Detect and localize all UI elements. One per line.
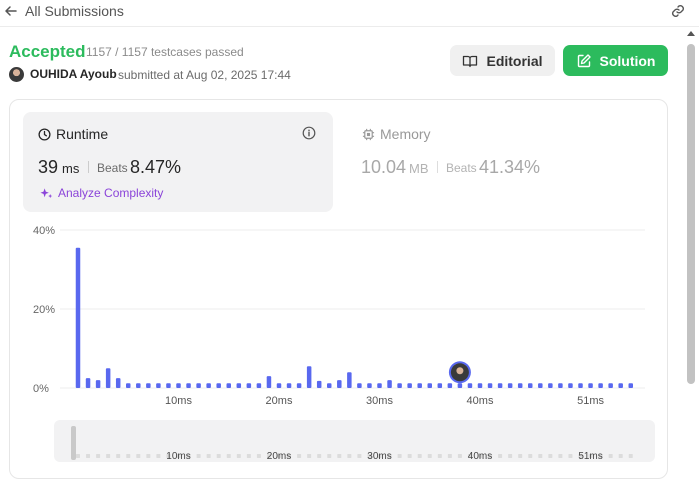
memory-value: 10.04 bbox=[361, 157, 407, 177]
memory-label-text: Memory bbox=[380, 126, 431, 142]
range-handle[interactable] bbox=[71, 426, 76, 460]
analyze-complexity-label: Analyze Complexity bbox=[58, 186, 164, 200]
runtime-panel[interactable] bbox=[23, 112, 333, 212]
clock-icon bbox=[38, 127, 51, 141]
submission-status: Accepted bbox=[9, 42, 86, 61]
memory-unit: MB bbox=[409, 161, 429, 176]
top-bar: All Submissions bbox=[0, 0, 699, 27]
divider bbox=[437, 161, 438, 173]
memory-beats-label: Beats bbox=[446, 161, 477, 175]
arrow-left-icon[interactable] bbox=[4, 4, 18, 18]
runtime-value: 39 bbox=[38, 157, 59, 177]
link-icon[interactable] bbox=[670, 3, 686, 19]
memory-label[interactable]: Memory bbox=[362, 126, 431, 142]
avatar bbox=[9, 67, 24, 82]
solution-label: Solution bbox=[599, 52, 656, 69]
chart-range-minimap[interactable] bbox=[54, 420, 655, 462]
solution-button[interactable]: Solution bbox=[563, 45, 668, 76]
editorial-label: Editorial bbox=[486, 52, 543, 69]
runtime-label-text: Runtime bbox=[56, 126, 109, 142]
scroll-up-icon[interactable] bbox=[687, 30, 695, 36]
runtime-beats-pct: 8.47% bbox=[130, 157, 182, 177]
memory-beats-pct: 41.34% bbox=[479, 157, 541, 177]
runtime-beats-label: Beats bbox=[97, 161, 128, 175]
chip-icon bbox=[362, 128, 375, 140]
testcases-summary: 1157 / 1157 testcases passed bbox=[86, 45, 244, 59]
editorial-button[interactable]: Editorial bbox=[450, 45, 555, 76]
runtime-label: Runtime bbox=[38, 126, 108, 142]
info-icon[interactable] bbox=[302, 126, 316, 140]
runtime-unit: ms bbox=[62, 161, 80, 176]
book-icon bbox=[463, 55, 478, 67]
scrollbar-thumb[interactable] bbox=[687, 44, 695, 384]
all-submissions-link[interactable]: All Submissions bbox=[25, 3, 124, 19]
edit-icon bbox=[577, 53, 591, 67]
analyze-complexity-button[interactable]: Analyze Complexity bbox=[40, 186, 163, 200]
username[interactable]: OUHIDA Ayoub bbox=[30, 67, 117, 81]
sparkles-icon bbox=[40, 187, 53, 198]
divider bbox=[88, 161, 89, 173]
submitted-timestamp: submitted at Aug 02, 2025 17:44 bbox=[118, 68, 291, 82]
